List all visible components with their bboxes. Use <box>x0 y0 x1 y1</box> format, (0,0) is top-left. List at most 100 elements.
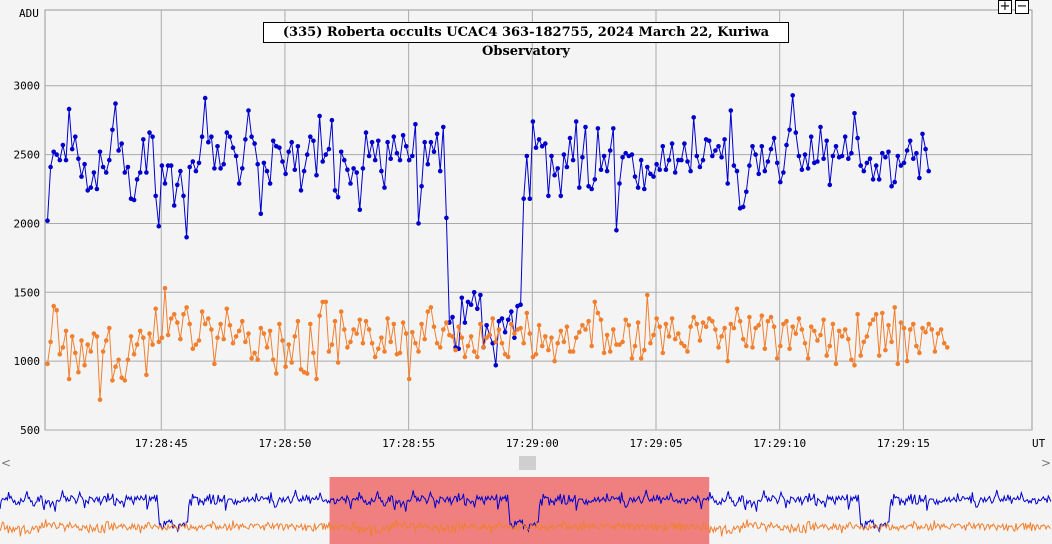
series-0-point <box>110 127 115 133</box>
series-0-point <box>546 193 551 199</box>
series-0-point <box>82 161 87 167</box>
series-0-point <box>830 153 836 159</box>
series-0-point <box>444 215 449 221</box>
series-0-point <box>403 144 409 149</box>
series-1-point <box>719 334 724 339</box>
series-0-point <box>54 152 59 157</box>
series-1-point <box>546 347 551 353</box>
series-0-point <box>286 149 292 155</box>
series-1-point <box>119 375 124 381</box>
scrollbar-thumb[interactable] <box>519 456 536 470</box>
series-1-point <box>895 361 901 367</box>
x-tick-label: 17:29:15 <box>877 437 930 450</box>
series-0-point <box>73 134 78 139</box>
horizontal-scrollbar[interactable]: < > <box>0 455 1052 471</box>
series-1-point <box>69 334 75 339</box>
series-1-point <box>685 349 690 354</box>
series-0-point <box>366 153 372 159</box>
series-1-point <box>292 334 298 339</box>
scroll-left-arrow-icon[interactable]: < <box>0 456 12 470</box>
series-0-point <box>873 163 879 168</box>
series-0-point <box>360 166 366 171</box>
series-1-point <box>710 318 715 324</box>
overview-navigator[interactable] <box>0 471 1052 544</box>
series-1-point <box>85 342 90 347</box>
series-0-point <box>116 148 121 153</box>
series-1-point <box>471 349 477 354</box>
series-1-point <box>270 357 276 363</box>
series-1-point <box>722 325 727 331</box>
series-0-point <box>162 181 168 186</box>
series-1-point <box>642 347 647 353</box>
series-1-point <box>781 321 786 327</box>
series-1-point <box>626 323 632 328</box>
series-1-point <box>697 338 703 343</box>
series-0-point <box>864 160 870 166</box>
series-1-point <box>338 309 344 314</box>
series-0-point <box>258 211 264 217</box>
series-1-point <box>778 343 783 349</box>
series-0-point <box>611 126 616 131</box>
series-0-point <box>190 159 196 164</box>
main-plot[interactable]: 500 1000 1500 2000 2500 3000 17:28:45 17:28:50… <box>0 0 1052 455</box>
series-1-point <box>165 332 171 338</box>
series-1-point <box>218 321 223 327</box>
series-1-point <box>713 327 718 332</box>
series-1-point <box>255 357 260 363</box>
series-0-point <box>277 145 282 150</box>
series-1-point <box>202 321 208 327</box>
series-1-point <box>258 325 264 331</box>
series-0-point <box>716 144 721 149</box>
series-1-point <box>716 345 721 350</box>
series-1-point <box>481 345 486 350</box>
series-1-point <box>799 327 805 332</box>
series-0-point <box>410 153 415 159</box>
zoom-out-button[interactable]: − <box>1015 0 1029 14</box>
series-0-point <box>153 193 158 199</box>
series-1-point <box>672 336 678 342</box>
zoom-in-button[interactable]: + <box>998 0 1012 14</box>
series-1-point <box>283 364 288 370</box>
series-0-point <box>496 318 502 324</box>
series-0-point <box>218 166 223 171</box>
scroll-right-arrow-icon[interactable]: > <box>1040 456 1052 470</box>
series-1-point <box>932 349 938 354</box>
series-0-point <box>889 184 894 189</box>
series-1-point <box>462 354 468 360</box>
series-0-point <box>768 146 774 152</box>
series-1-point <box>153 306 158 312</box>
series-0-point <box>230 145 236 150</box>
series-0-point <box>425 161 431 167</box>
series-1-point <box>403 331 409 336</box>
series-1-point <box>236 328 242 334</box>
series-0-point <box>437 168 443 174</box>
series-0-point <box>125 164 131 170</box>
overview-selection-window[interactable] <box>329 477 710 544</box>
series-1-point <box>240 318 245 324</box>
series-0-point <box>920 131 925 137</box>
series-1-point <box>73 350 78 356</box>
series-1-point <box>941 340 947 346</box>
series-0-point <box>119 141 124 146</box>
series-0-point <box>728 108 734 113</box>
series-0-point <box>740 204 746 210</box>
series-1-point <box>298 367 304 372</box>
series-0-point <box>181 193 186 199</box>
series-0-point <box>502 329 508 335</box>
series-1-point <box>243 339 248 345</box>
x-tick-label: 17:28:45 <box>135 437 188 450</box>
series-1-point <box>648 340 653 346</box>
series-1-point <box>468 334 474 339</box>
series-1-point <box>765 318 771 324</box>
series-0-point <box>137 170 143 175</box>
series-0-point <box>493 363 499 368</box>
series-1-point <box>410 329 415 335</box>
series-1-point <box>938 327 944 332</box>
series-0-point <box>595 126 601 131</box>
series-0-point <box>69 146 75 152</box>
series-1-point <box>725 358 730 364</box>
series-0-point <box>744 189 749 195</box>
series-1-point <box>533 352 539 357</box>
series-0-point <box>827 182 833 188</box>
series-1-point <box>314 376 319 382</box>
